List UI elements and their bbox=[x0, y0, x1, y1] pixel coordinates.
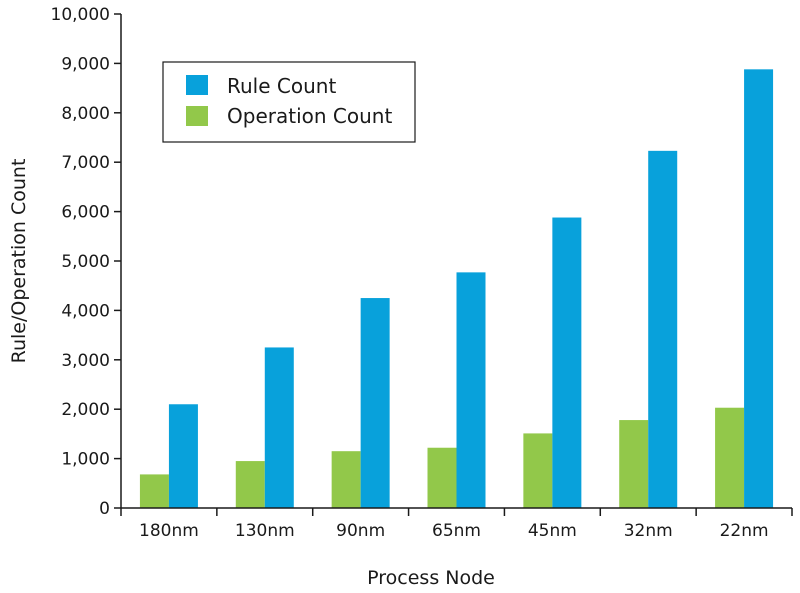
y-tick-label: 5,000 bbox=[61, 252, 110, 272]
legend-label-rule-count: Rule Count bbox=[227, 74, 336, 98]
x-tick-label: 22nm bbox=[720, 521, 769, 541]
legend-swatch-rule-count bbox=[186, 75, 208, 95]
legend-label-operation-count: Operation Count bbox=[227, 104, 392, 128]
y-tick-label: 2,000 bbox=[61, 400, 110, 420]
bars-group bbox=[139, 69, 774, 508]
x-tick-label: 180nm bbox=[139, 521, 199, 541]
y-tick-label: 4,000 bbox=[61, 301, 110, 321]
y-tick-label: 6,000 bbox=[61, 203, 110, 223]
y-tick-label: 9,000 bbox=[61, 54, 110, 74]
bar-operation-count-45nm bbox=[523, 433, 553, 508]
bar-rule-count-32nm bbox=[648, 150, 678, 508]
x-tick-label: 45nm bbox=[528, 521, 577, 541]
x-ticks-group: 180nm 130nm 90nm 65nm 45nm 32nm 22nm bbox=[120, 508, 793, 541]
y-tick-label: 0 bbox=[99, 499, 110, 519]
bar-operation-count-130nm bbox=[235, 461, 265, 508]
bar-rule-count-45nm bbox=[552, 217, 582, 508]
y-tick-label: 1,000 bbox=[61, 450, 110, 470]
y-tick-label: 3,000 bbox=[61, 351, 110, 371]
bar-rule-count-90nm bbox=[360, 298, 390, 508]
y-ticks-group: 0 1,000 2,000 3,000 4,000 5,000 6,000 7,000 8,00… bbox=[51, 5, 121, 519]
x-tick-label: 32nm bbox=[624, 521, 673, 541]
y-tick-label: 7,000 bbox=[61, 153, 110, 173]
bar-rule-count-65nm bbox=[456, 272, 486, 508]
bar-operation-count-32nm bbox=[619, 420, 649, 508]
x-tick-label: 90nm bbox=[336, 521, 385, 541]
y-tick-label: 8,000 bbox=[61, 104, 110, 124]
bar-operation-count-90nm bbox=[331, 451, 361, 508]
bar-operation-count-22nm bbox=[715, 407, 745, 508]
bar-operation-count-65nm bbox=[427, 447, 457, 508]
bar-rule-count-180nm bbox=[168, 404, 198, 508]
x-axis-title: Process Node bbox=[367, 567, 495, 589]
bar-rule-count-130nm bbox=[264, 347, 294, 508]
bar-operation-count-180nm bbox=[139, 474, 169, 508]
legend-swatch-operation-count bbox=[186, 106, 208, 126]
x-tick-label: 130nm bbox=[235, 521, 295, 541]
bar-rule-count-22nm bbox=[744, 69, 774, 508]
x-tick-label: 65nm bbox=[432, 521, 481, 541]
y-tick-label: 10,000 bbox=[51, 5, 110, 25]
y-axis-title: Rule/Operation Count bbox=[8, 159, 30, 364]
legend: Rule Count Operation Count bbox=[162, 61, 416, 143]
